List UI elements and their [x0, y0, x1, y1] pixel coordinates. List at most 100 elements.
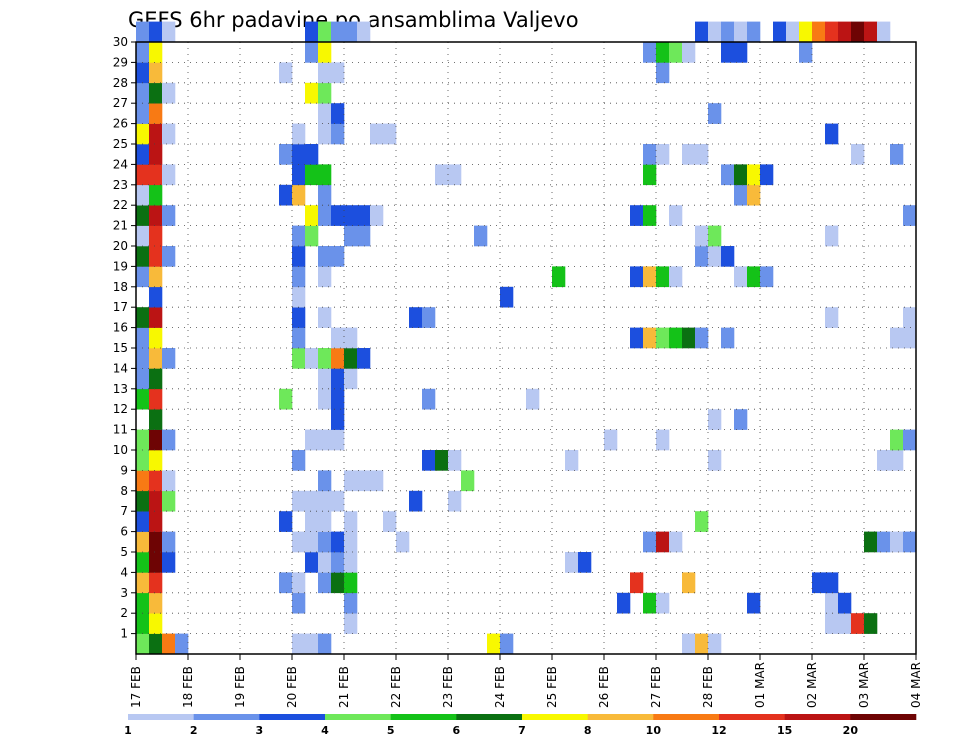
heatmap-cell — [149, 409, 163, 430]
heatmap-cell — [721, 246, 735, 267]
x-tick-label: 25 FEB — [545, 666, 559, 708]
heatmap-cell — [175, 633, 189, 655]
heatmap-cell — [864, 21, 878, 43]
heatmap-cell — [344, 205, 358, 226]
x-tick-label: 22 FEB — [389, 666, 403, 708]
heatmap-cell — [552, 266, 566, 288]
heatmap-cell — [461, 470, 475, 492]
heatmap-cell — [292, 307, 306, 328]
heatmap-cell — [435, 164, 449, 186]
heatmap-cell — [136, 82, 150, 104]
heatmap-cell — [370, 123, 384, 145]
heatmap-cell — [318, 266, 332, 288]
heatmap-cell — [305, 511, 319, 532]
heatmap-cell — [643, 144, 657, 165]
heatmap-cell — [357, 225, 371, 247]
legend-swatch — [587, 714, 654, 720]
heatmap-cell — [318, 552, 332, 573]
heatmap-cell — [318, 429, 332, 451]
heatmap-cell — [279, 388, 293, 410]
heatmap-cell — [357, 470, 371, 492]
heatmap-cell — [331, 123, 345, 145]
legend-tick-label: 20 — [843, 724, 859, 737]
y-tick-label: 12 — [113, 402, 128, 416]
heatmap-cell — [877, 21, 891, 43]
heatmap-cell — [162, 470, 176, 492]
heatmap-cell — [279, 184, 293, 206]
heatmap-cell — [734, 409, 748, 430]
heatmap-cell — [344, 368, 358, 390]
heatmap-cell — [331, 388, 345, 410]
heatmap-cell — [136, 531, 150, 553]
legend-swatch — [259, 714, 326, 720]
heatmap-cell — [695, 144, 709, 165]
y-tick-label: 15 — [113, 341, 128, 355]
heatmap-cell — [630, 266, 644, 288]
heatmap-cell — [292, 144, 306, 165]
heatmap-cell — [643, 531, 657, 553]
heatmap-cell — [149, 21, 163, 43]
heatmap-cell — [136, 470, 150, 492]
heatmap-cell — [643, 266, 657, 288]
heatmap-cell — [149, 348, 163, 369]
heatmap-cell — [149, 592, 163, 614]
heatmap-cell — [708, 103, 722, 124]
heatmap-cell — [643, 164, 657, 186]
heatmap-cell — [448, 164, 462, 186]
heatmap-cell — [760, 266, 774, 288]
heatmap-cell — [149, 388, 163, 410]
heatmap-cell — [903, 531, 917, 553]
heatmap-cell — [448, 490, 462, 512]
heatmap-cell — [812, 21, 826, 43]
x-axis-date-labels: 17 FEB 18 FEB 19 FEB 20 FEB 21 FEB 22 FEB 23 F… — [129, 654, 923, 708]
heatmap-cell — [656, 531, 670, 553]
heatmap-cell — [630, 205, 644, 226]
heatmap-cell — [643, 327, 657, 349]
heatmap-cell — [318, 388, 332, 410]
heatmap-cell — [825, 225, 839, 247]
y-tick-label: 19 — [113, 259, 128, 273]
x-tick-label: 03 MAR — [857, 662, 871, 708]
legend-swatch — [522, 714, 588, 720]
heatmap-cell — [721, 42, 735, 63]
heatmap-cell — [890, 327, 904, 349]
heatmap-cell — [396, 531, 410, 553]
heatmap-cell — [149, 429, 163, 451]
heatmap-cell — [162, 348, 176, 369]
heatmap-cell — [149, 184, 163, 206]
heatmap-cell — [903, 327, 917, 349]
heatmap-cell — [331, 246, 345, 267]
heatmap-cell — [149, 286, 163, 308]
heatmap-cell — [747, 21, 761, 43]
heatmap-cell — [318, 307, 332, 328]
heatmap-cell — [383, 511, 397, 532]
heatmap-cell — [630, 327, 644, 349]
heatmap-cell — [708, 21, 722, 43]
heatmap-cell — [344, 327, 358, 349]
heatmap-cell — [292, 327, 306, 349]
heatmap-cell — [656, 592, 670, 614]
heatmap-cell — [136, 164, 150, 186]
heatmap-cell — [305, 42, 319, 63]
heatmap-cell — [318, 103, 332, 124]
x-tick-label: 04 MAR — [909, 662, 923, 708]
heatmap-cell — [292, 164, 306, 186]
heatmap-cell — [305, 429, 319, 451]
heatmap-cell — [136, 552, 150, 573]
y-tick-label: 1 — [120, 627, 128, 641]
heatmap-cell — [162, 633, 176, 655]
heatmap-cell — [331, 368, 345, 390]
heatmap-cell — [721, 327, 735, 349]
heatmap-cell — [136, 21, 150, 43]
heatmap-cell — [136, 62, 150, 84]
heatmap-cell — [162, 21, 176, 43]
heatmap-cell — [422, 307, 436, 328]
heatmap-cell — [747, 184, 761, 206]
heatmap-cell — [162, 429, 176, 451]
heatmap-cell — [851, 21, 865, 43]
heatmap-cell — [487, 633, 501, 655]
heatmap-cell — [344, 572, 358, 594]
y-tick-label: 18 — [113, 280, 128, 294]
heatmap-cell — [851, 613, 865, 634]
legend-swatch — [128, 714, 194, 720]
